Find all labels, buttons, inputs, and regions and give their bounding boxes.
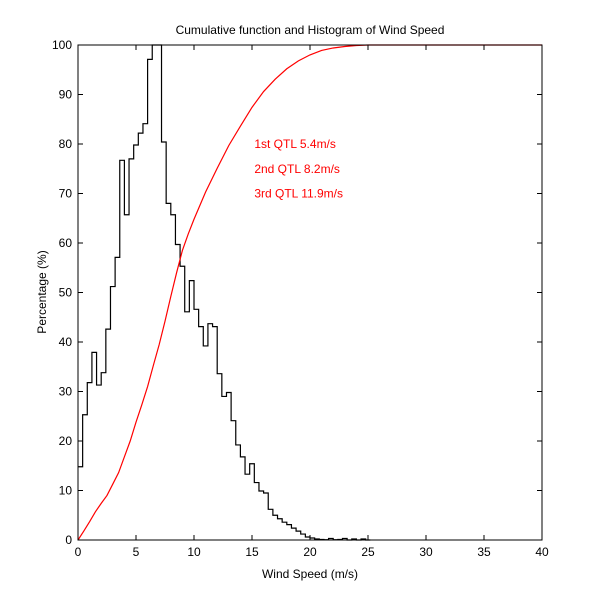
x-tick-label: 35 — [477, 545, 491, 559]
y-tick-label: 100 — [52, 38, 72, 52]
annotation-q1: 1st QTL 5.4m/s — [254, 137, 336, 151]
cumulative-series — [77, 44, 542, 541]
x-tick-label: 40 — [535, 545, 549, 559]
y-tick-label: 40 — [59, 335, 73, 349]
y-tick-label: 70 — [59, 187, 73, 201]
x-tick-label: 0 — [75, 545, 82, 559]
y-tick-label: 0 — [65, 533, 72, 547]
x-tick-label: 10 — [187, 545, 201, 559]
x-tick-label: 15 — [245, 545, 259, 559]
annotation-q2: 2nd QTL 8.2m/s — [254, 162, 340, 176]
x-tick-label: 20 — [303, 545, 317, 559]
histogram-series — [78, 44, 371, 541]
x-axis-label: Wind Speed (m/s) — [262, 567, 358, 581]
y-axis-label: Percentage (%) — [35, 250, 49, 333]
y-tick-label: 90 — [59, 88, 73, 102]
x-tick-label: 25 — [361, 545, 375, 559]
y-tick-label: 10 — [59, 484, 73, 498]
x-tick-label: 5 — [133, 545, 140, 559]
annotation-q3: 3rd QTL 11.9m/s — [254, 187, 343, 201]
chart-title: Cumulative function and Histogram of Win… — [176, 23, 445, 37]
y-tick-label: 60 — [59, 236, 73, 250]
plot-area: 0 5 10 15 20 25 30 35 40 0 10 20 30 40 50 60 70 80 90 100 — [52, 38, 549, 559]
y-tick-label: 50 — [59, 286, 73, 300]
x-tick-label: 30 — [419, 545, 433, 559]
y-tick-label: 80 — [59, 137, 73, 151]
y-tick-label: 30 — [59, 385, 73, 399]
y-tick-label: 20 — [59, 434, 73, 448]
